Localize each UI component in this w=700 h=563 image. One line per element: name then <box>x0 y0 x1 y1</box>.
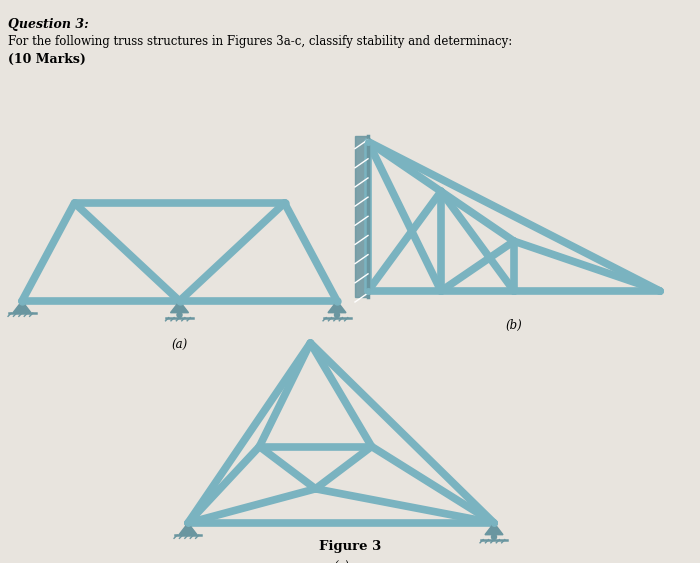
Text: Figure 3: Figure 3 <box>319 540 381 553</box>
Text: (10 Marks): (10 Marks) <box>8 53 86 66</box>
Polygon shape <box>179 523 197 535</box>
Text: Question 3:: Question 3: <box>8 18 89 31</box>
FancyBboxPatch shape <box>355 136 368 297</box>
Text: (a): (a) <box>172 339 188 352</box>
Polygon shape <box>13 301 31 312</box>
Text: (b): (b) <box>505 319 522 332</box>
Text: For the following truss structures in Figures 3a-c, classify stability and deter: For the following truss structures in Fi… <box>8 35 512 48</box>
Circle shape <box>177 312 182 318</box>
Polygon shape <box>485 523 503 535</box>
Text: (c): (c) <box>333 561 349 563</box>
Polygon shape <box>171 301 188 312</box>
Circle shape <box>335 312 339 318</box>
Circle shape <box>491 534 496 539</box>
Polygon shape <box>328 301 346 312</box>
